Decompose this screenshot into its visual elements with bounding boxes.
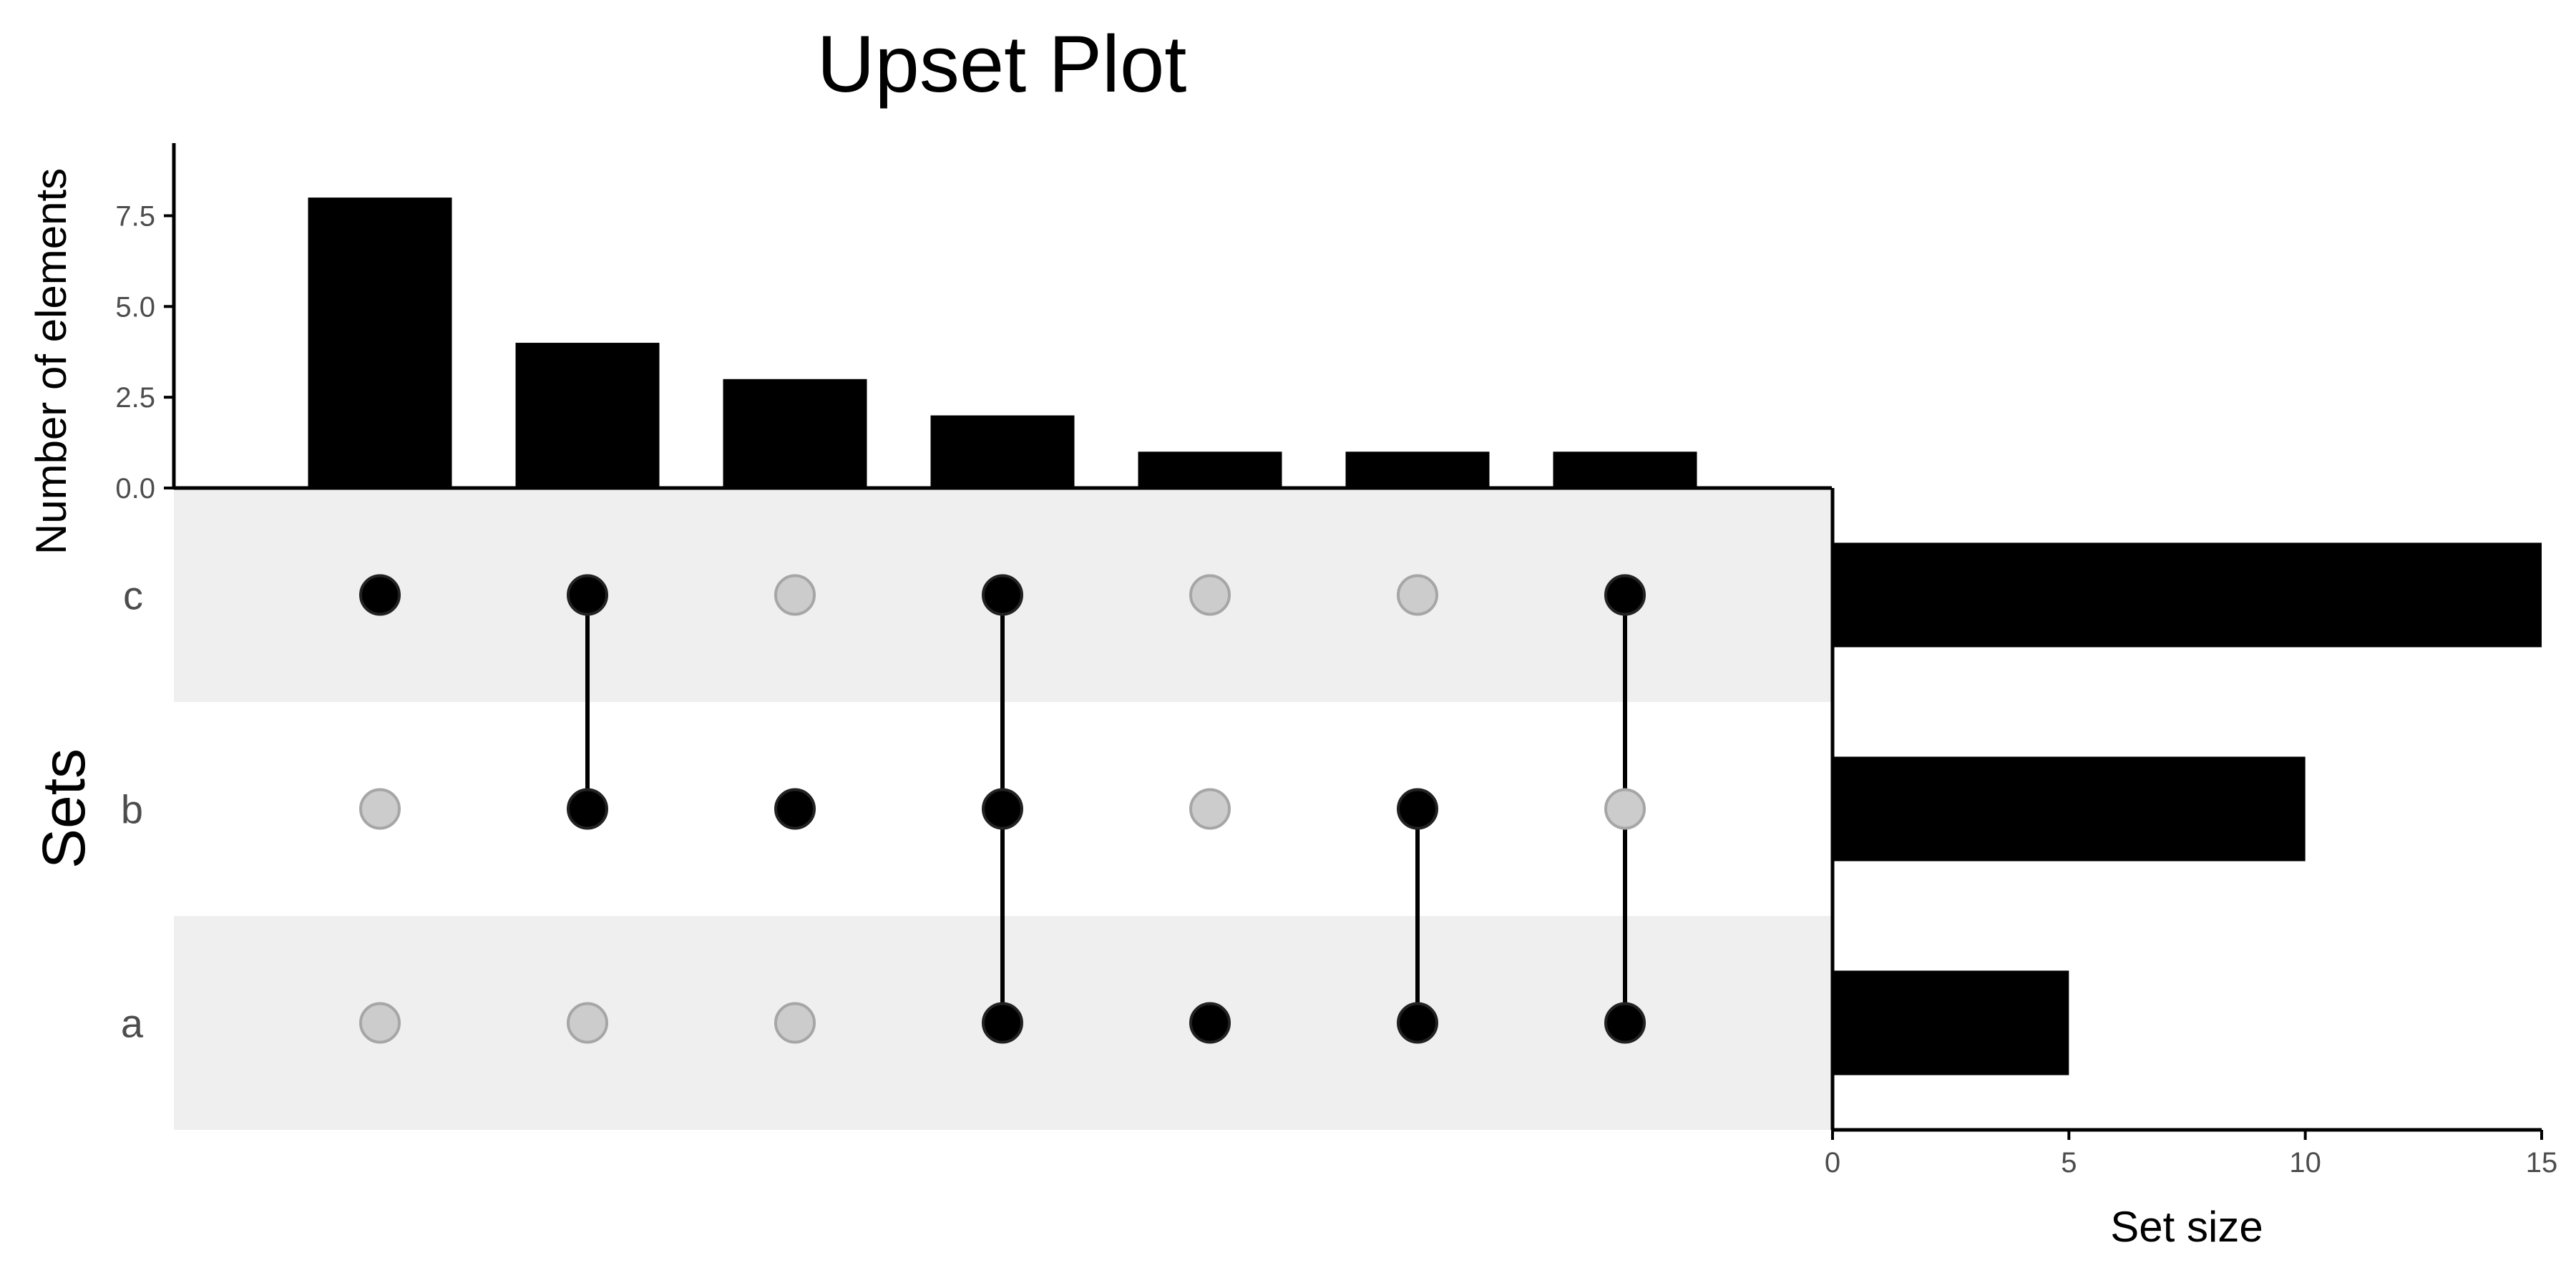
intersection-bar-c-b <box>515 343 660 488</box>
matrix-dot-active <box>1189 1002 1231 1044</box>
matrix-dot-inactive <box>774 574 816 616</box>
intersection-axis-title: Number of elements <box>27 168 75 555</box>
set-size-x-tick-label: 5 <box>2061 1147 2077 1179</box>
matrix-dot-active <box>1604 574 1646 616</box>
set-size-bar-c <box>1833 542 2542 648</box>
set-size-bar-b <box>1833 756 2306 862</box>
matrix-dot-inactive <box>1397 574 1438 616</box>
matrix-dot-active <box>359 574 401 616</box>
matrix-dot-active <box>567 574 608 616</box>
matrix-dot-inactive <box>774 1002 816 1044</box>
set-size-axis: 0 5 10 15 <box>1825 488 2557 1179</box>
set-label-b: b <box>121 787 143 832</box>
intersection-y-tick-label: 7.5 <box>115 200 155 232</box>
intersection-bar-b <box>723 379 867 488</box>
intersection-axis: 0.0 2.5 5.0 7.5 <box>115 143 1832 504</box>
set-size-x-tick-label: 15 <box>2526 1147 2558 1179</box>
intersection-bar-b-a <box>1345 452 1490 488</box>
matrix-dot-inactive <box>1189 574 1231 616</box>
matrix-dot-active <box>1604 1002 1646 1044</box>
intersection-y-tick-label: 2.5 <box>115 382 155 414</box>
intersection-bar-c-a <box>1553 452 1697 488</box>
intersection-matrix <box>359 574 1646 1044</box>
matrix-dot-active <box>982 788 1023 830</box>
matrix-dot-active <box>774 788 816 830</box>
matrix-dot-active <box>1397 1002 1438 1044</box>
intersection-bar-a <box>1138 452 1282 488</box>
chart-title: Upset Plot <box>817 19 1187 109</box>
intersection-y-tick-label: 5.0 <box>115 291 155 323</box>
set-label-a: a <box>121 1001 144 1046</box>
sets-axis-title: Sets <box>30 748 97 869</box>
matrix-dot-inactive <box>567 1002 608 1044</box>
intersection-bar-c <box>308 197 452 488</box>
intersection-y-tick-label: 0.0 <box>115 473 155 504</box>
intersection-bars <box>308 197 1697 488</box>
set-label-c: c <box>123 573 143 618</box>
matrix-dot-active <box>567 788 608 830</box>
matrix-dot-active <box>982 1002 1023 1044</box>
matrix-dot-inactive <box>359 1002 401 1044</box>
set-size-bars <box>1833 542 2542 1075</box>
set-size-bar-a <box>1833 970 2069 1075</box>
set-size-x-tick-label: 0 <box>1825 1147 1840 1179</box>
set-labels: c b a <box>121 573 144 1046</box>
matrix-dot-active <box>1397 788 1438 830</box>
intersection-bar-c-b-a <box>930 415 1075 488</box>
matrix-dot-inactive <box>359 788 401 830</box>
set-size-axis-title: Set size <box>2110 1203 2263 1251</box>
set-size-x-tick-label: 10 <box>2289 1147 2321 1179</box>
matrix-dot-inactive <box>1604 788 1646 830</box>
matrix-dot-inactive <box>1189 788 1231 830</box>
matrix-dot-active <box>982 574 1023 616</box>
